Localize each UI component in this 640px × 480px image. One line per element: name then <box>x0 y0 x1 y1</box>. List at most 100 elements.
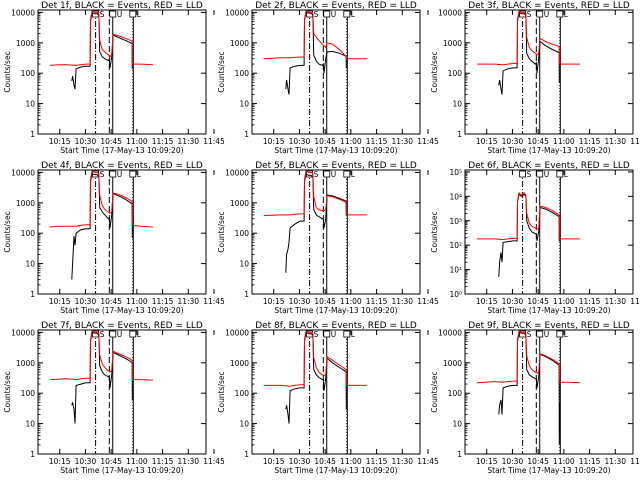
y-tick-label: 10⁴ <box>449 192 462 201</box>
plot-frame <box>37 329 207 455</box>
marker-box <box>129 10 137 18</box>
y-tick-label: 1 <box>30 450 35 459</box>
x-tick-label: 11:15 <box>366 297 388 306</box>
y-tick-label: 10 <box>25 420 35 429</box>
x-tick-label: 11:45 <box>630 297 640 306</box>
y-tick-label: 1 <box>457 450 462 459</box>
chart-panel-9: Det 9f, BLACK = Events, RED = LLD Counts/… <box>430 321 640 475</box>
x-tick-label: 11:45 <box>203 457 225 466</box>
x-tick-label: 10:15 <box>476 457 498 466</box>
x-tick-label: 11:15 <box>152 457 174 466</box>
chart-title: Det 3f, BLACK = Events, RED = LLD <box>468 1 630 11</box>
chart-title: Det 8f, BLACK = Events, RED = LLD <box>255 321 417 331</box>
y-tick-label: 100 <box>21 69 36 78</box>
x-tick-label: 11:30 <box>177 137 199 146</box>
chart-title: Det 6f, BLACK = Events, RED = LLD <box>468 161 630 171</box>
marker-box <box>556 330 564 338</box>
marker-box <box>556 10 564 18</box>
y-tick-label: 10⁵ <box>449 168 462 177</box>
y-tick-label: 10 <box>25 100 35 109</box>
marker-box <box>343 170 351 178</box>
y-tick-label: 1000 <box>16 359 35 368</box>
marker-label: U <box>331 170 337 179</box>
series-lld-line <box>264 330 367 387</box>
x-tick-label: 11:00 <box>340 137 362 146</box>
y-tick-label: 1000 <box>16 199 35 208</box>
x-tick-label: 11:15 <box>366 457 388 466</box>
x-tick-label: 10:45 <box>527 457 549 466</box>
x-tick-label: 10:45 <box>314 297 336 306</box>
x-tick-label: 10:45 <box>314 137 336 146</box>
x-tick-label: 10:30 <box>75 297 97 306</box>
x-tick-label: 10:30 <box>502 297 524 306</box>
marker-label: S <box>314 330 319 339</box>
chart-panel-1: Det 1f, BLACK = Events, RED = LLD Counts/… <box>3 1 225 155</box>
marker-label: L <box>351 10 356 19</box>
x-tick-label: 10:45 <box>100 297 122 306</box>
y-tick-label: 10 <box>452 420 462 429</box>
series-lld-line <box>49 170 153 228</box>
marker-box <box>323 10 331 18</box>
series-lld-line <box>476 330 580 384</box>
x-tick-label: 11:45 <box>203 297 225 306</box>
marker-label: S <box>527 330 532 339</box>
y-tick-label: 1000 <box>443 359 462 368</box>
x-tick-label: 11:45 <box>630 457 640 466</box>
x-tick-label: 10:45 <box>314 457 336 466</box>
y-tick-label: 10000 <box>11 8 35 17</box>
y-tick-label: 1 <box>457 130 462 139</box>
x-axis-label: Start Time (17-May-13 10:09:20) <box>487 466 610 475</box>
x-tick-label: 10:30 <box>75 457 97 466</box>
marker-label: S <box>527 10 532 19</box>
series-events-line <box>498 193 560 277</box>
x-tick-label: 10:30 <box>289 457 311 466</box>
x-axis-label: Start Time (17-May-13 10:09:20) <box>487 306 610 315</box>
x-axis-label: Start Time (17-May-13 10:09:20) <box>60 466 183 475</box>
y-tick-label: 10² <box>449 241 462 250</box>
marker-box <box>556 170 564 178</box>
chart-panel-3: Det 3f, BLACK = Events, RED = LLD Counts/… <box>430 1 640 155</box>
y-tick-label: 1000 <box>230 39 249 48</box>
plot-frame <box>37 169 207 295</box>
x-tick-label: 11:15 <box>579 457 601 466</box>
x-tick-label: 10:30 <box>75 137 97 146</box>
x-tick-label: 11:45 <box>630 137 640 146</box>
chart-panel-6: Det 6f, BLACK = Events, RED = LLD Counts/… <box>430 161 640 315</box>
x-axis-label: Start Time (17-May-13 10:09:20) <box>274 146 397 155</box>
marker-label: S <box>100 330 105 339</box>
x-tick-label: 11:00 <box>126 297 148 306</box>
x-tick-label: 11:00 <box>553 457 575 466</box>
x-tick-label: 10:15 <box>263 137 285 146</box>
marker-label: L <box>351 170 356 179</box>
plot-frame <box>251 9 421 135</box>
chart-title: Det 4f, BLACK = Events, RED = LLD <box>41 161 203 171</box>
marker-label: S <box>314 170 319 179</box>
plot-frame <box>251 329 421 455</box>
y-tick-label: 10000 <box>11 328 35 337</box>
chart-title: Det 2f, BLACK = Events, RED = LLD <box>255 1 417 11</box>
y-tick-label: 10⁰ <box>449 290 462 299</box>
marker-label: U <box>544 170 550 179</box>
plot-frame <box>37 9 207 135</box>
y-tick-label: 10 <box>239 260 249 269</box>
y-tick-label: 1 <box>30 290 35 299</box>
x-axis-label: Start Time (17-May-13 10:09:20) <box>60 306 183 315</box>
chart-title: Det 1f, BLACK = Events, RED = LLD <box>41 1 203 11</box>
x-axis-label: Start Time (17-May-13 10:09:20) <box>487 146 610 155</box>
y-tick-label: 10 <box>452 100 462 109</box>
marker-label: S <box>100 10 105 19</box>
x-tick-label: 11:15 <box>152 137 174 146</box>
marker-label: S <box>314 10 319 19</box>
marker-box <box>536 10 544 18</box>
y-tick-label: 1000 <box>16 39 35 48</box>
x-tick-label: 10:45 <box>100 457 122 466</box>
series-events-line <box>71 331 133 424</box>
x-tick-label: 11:30 <box>391 297 413 306</box>
y-axis-label: Counts/sec <box>217 211 226 252</box>
marker-label: L <box>351 330 356 339</box>
plot-frame <box>464 169 634 295</box>
series-events-line <box>285 172 347 273</box>
series-lld-line <box>49 10 153 66</box>
y-tick-label: 1 <box>30 130 35 139</box>
